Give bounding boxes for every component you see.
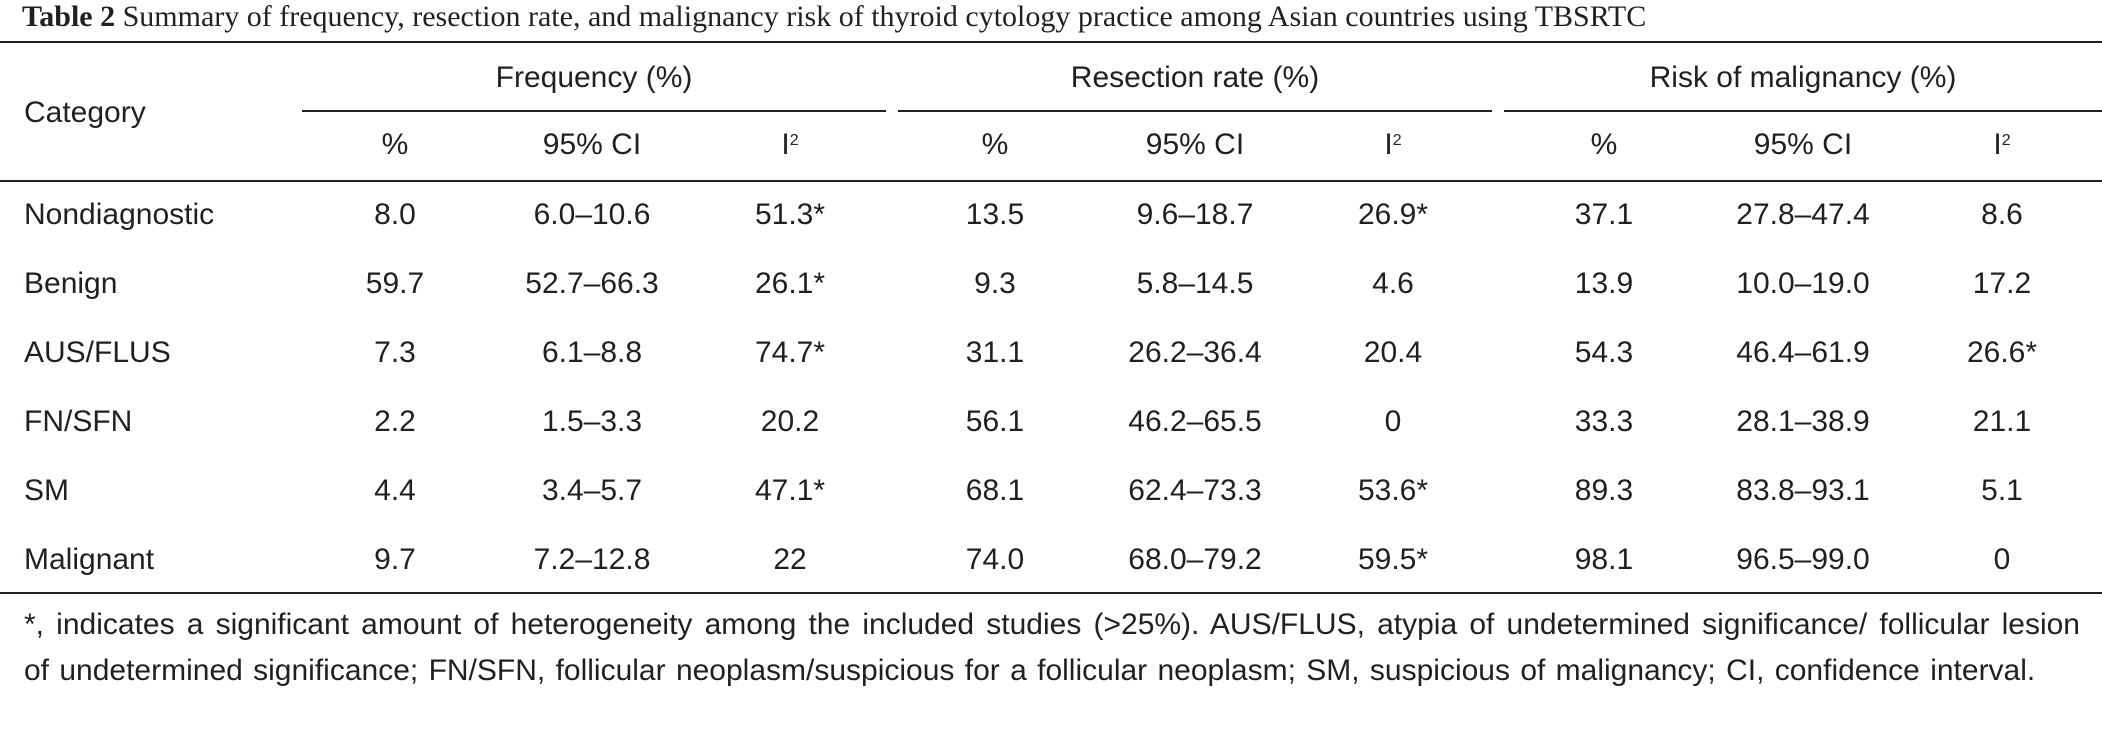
table-cell: 56.1 xyxy=(965,405,1025,438)
subheader-percent: % xyxy=(1590,128,1618,161)
table-cell: 68.1 xyxy=(965,474,1025,507)
group-rule-resection xyxy=(898,110,1492,112)
table-cell: 26.6* xyxy=(1966,336,2038,369)
table-cell: 3.4–5.7 xyxy=(541,474,643,507)
table-cell: 1.5–3.3 xyxy=(541,405,643,438)
subheader-i2: I2 xyxy=(1384,128,1401,162)
table-cell: 10.0–19.0 xyxy=(1736,267,1870,300)
table-cell: 4.6 xyxy=(1372,267,1414,300)
table-cell: 47.1* xyxy=(754,474,826,507)
table-cell: 37.1 xyxy=(1574,198,1634,231)
table-cell: 83.8–93.1 xyxy=(1736,474,1870,507)
table-caption: Table 2 Summary of frequency, resection … xyxy=(22,0,1646,40)
table-cell: 74.7* xyxy=(754,336,826,369)
group-header-risk-of-malignancy: Risk of malignancy (%) xyxy=(1649,61,1957,94)
table-cell: 7.3 xyxy=(374,336,416,369)
table-cell: 7.2–12.8 xyxy=(533,543,651,576)
table-cell: 52.7–66.3 xyxy=(525,267,659,300)
table-title: Summary of frequency, resection rate, an… xyxy=(122,0,1647,33)
table-cell: 26.1* xyxy=(754,267,826,300)
table-cell: 33.3 xyxy=(1574,405,1634,438)
table-cell: 22 xyxy=(773,543,807,576)
table-number: Table 2 xyxy=(22,0,116,33)
table-cell: 89.3 xyxy=(1574,474,1634,507)
table-cell: 8.6 xyxy=(1981,198,2023,231)
subheader-i-superscript: 2 xyxy=(2001,132,2011,149)
table-cell: 51.3* xyxy=(754,198,826,231)
table-cell: 98.1 xyxy=(1574,543,1634,576)
group-header-frequency: Frequency (%) xyxy=(495,61,693,94)
table-cell: 17.2 xyxy=(1972,267,2032,300)
table-cell: 26.9* xyxy=(1357,198,1429,231)
table-cell: 46.4–61.9 xyxy=(1736,336,1870,369)
table-bottom-rule xyxy=(0,592,2102,594)
subheader-i2: I2 xyxy=(1993,128,2010,162)
table-cell: 20.2 xyxy=(760,405,820,438)
table-cell: 9.3 xyxy=(974,267,1016,300)
table-cell: 5.1 xyxy=(1981,474,2023,507)
subheader-95ci: 95% CI xyxy=(1753,128,1853,161)
table-cell: 13.9 xyxy=(1574,267,1634,300)
group-header-resection-rate: Resection rate (%) xyxy=(1070,61,1320,94)
group-rule-malignancy xyxy=(1504,110,2102,112)
table-cell: 8.0 xyxy=(374,198,416,231)
table-cell: 53.6* xyxy=(1357,474,1429,507)
table-cell: 96.5–99.0 xyxy=(1736,543,1870,576)
table-cell: 4.4 xyxy=(374,474,416,507)
subheader-percent: % xyxy=(981,128,1009,161)
subheader-i-label: I xyxy=(1993,128,2002,161)
subheader-i-label: I xyxy=(781,128,790,161)
row-category: AUS/FLUS xyxy=(24,336,171,369)
row-category: Benign xyxy=(24,267,118,300)
table-cell: 59.5* xyxy=(1357,543,1429,576)
table-cell: 28.1–38.9 xyxy=(1736,405,1870,438)
table-cell: 26.2–36.4 xyxy=(1128,336,1262,369)
table-cell: 54.3 xyxy=(1574,336,1634,369)
table-cell: 31.1 xyxy=(965,336,1025,369)
table-cell: 9.6–18.7 xyxy=(1136,198,1254,231)
category-header: Category xyxy=(24,96,146,129)
row-category: Nondiagnostic xyxy=(24,198,215,231)
table-cell: 74.0 xyxy=(965,543,1025,576)
subheader-i-label: I xyxy=(1384,128,1393,161)
group-rule-frequency xyxy=(302,110,886,112)
subheader-i-superscript: 2 xyxy=(789,132,799,149)
table-cell: 6.1–8.8 xyxy=(541,336,643,369)
subheader-95ci: 95% CI xyxy=(542,128,642,161)
subheader-i-superscript: 2 xyxy=(1392,132,1402,149)
subheader-percent: % xyxy=(381,128,409,161)
table-cell: 6.0–10.6 xyxy=(533,198,651,231)
table-cell: 27.8–47.4 xyxy=(1736,198,1870,231)
table-footnote: *, indicates a significant amount of het… xyxy=(24,608,2080,687)
table-cell: 20.4 xyxy=(1363,336,1423,369)
table-cell: 21.1 xyxy=(1972,405,2032,438)
row-category: SM xyxy=(24,474,69,507)
table-cell: 9.7 xyxy=(374,543,416,576)
row-category: Malignant xyxy=(24,543,155,576)
top-rule xyxy=(0,41,2102,43)
table-cell: 2.2 xyxy=(374,405,416,438)
subheader-95ci: 95% CI xyxy=(1145,128,1245,161)
table-cell: 68.0–79.2 xyxy=(1128,543,1262,576)
table-cell: 13.5 xyxy=(965,198,1025,231)
table-cell: 5.8–14.5 xyxy=(1136,267,1254,300)
table-cell: 62.4–73.3 xyxy=(1128,474,1262,507)
table-cell: 0 xyxy=(1384,405,1402,438)
table-cell: 59.7 xyxy=(365,267,425,300)
row-category: FN/SFN xyxy=(24,405,133,438)
header-bottom-rule xyxy=(0,180,2102,182)
table-cell: 46.2–65.5 xyxy=(1128,405,1262,438)
table-cell: 0 xyxy=(1993,543,2011,576)
subheader-i2: I2 xyxy=(781,128,798,162)
